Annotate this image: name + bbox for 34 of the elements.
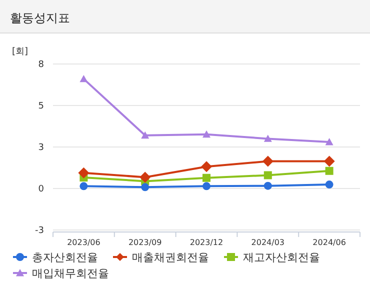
point	[140, 172, 151, 183]
x-tick-label: 2023/06	[67, 238, 100, 247]
point	[201, 161, 212, 172]
legend-label: 재고자산회전율	[243, 251, 320, 264]
y-tick-label: 8	[38, 60, 44, 70]
y-tick-label: 0	[38, 184, 44, 194]
y-axis-title: [회]	[12, 47, 28, 57]
legend-label: 총자산회전율	[32, 251, 98, 264]
point	[325, 180, 334, 189]
legend-label: 매출채권회전율	[132, 251, 209, 264]
y-tick-label: 3	[38, 143, 44, 153]
point	[324, 156, 335, 167]
x-tick-label: 2023/09	[128, 238, 162, 247]
legend-label: 매입채무회전율	[32, 267, 109, 280]
point	[141, 131, 150, 139]
point	[141, 183, 150, 192]
point	[78, 167, 90, 178]
point	[80, 182, 88, 190]
point	[202, 182, 210, 190]
chart-title: 활동성지표	[10, 11, 70, 25]
point	[202, 130, 210, 138]
point	[264, 182, 272, 190]
point	[264, 134, 272, 142]
y-tick-label: -3	[35, 226, 44, 236]
point	[325, 138, 334, 146]
point	[80, 74, 88, 82]
y-tick-label: 5	[38, 102, 44, 112]
point	[262, 156, 274, 167]
x-tick-label: 2024/06	[312, 238, 346, 247]
x-tick-label: 2023/12	[190, 238, 224, 247]
point	[264, 171, 272, 180]
point	[202, 174, 210, 182]
x-tick-label: 2024/03	[251, 238, 285, 247]
point	[325, 166, 334, 175]
